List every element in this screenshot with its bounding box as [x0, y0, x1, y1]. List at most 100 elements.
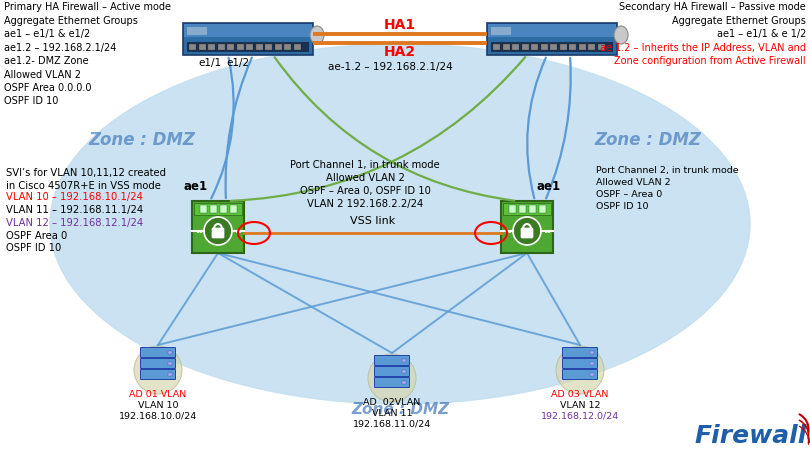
Text: ae1 – e1/1 & e1/2: ae1 – e1/1 & e1/2 [4, 29, 90, 39]
Text: ∞: ∞ [234, 227, 241, 236]
Bar [265, 45, 272, 51]
FancyBboxPatch shape [501, 202, 553, 253]
Bar [293, 45, 301, 51]
Bar [218, 45, 224, 51]
Text: OSPF Area 0: OSPF Area 0 [6, 230, 67, 241]
Text: HA1: HA1 [384, 18, 416, 32]
Bar [184, 25, 312, 38]
Bar [590, 362, 594, 365]
Text: ae1: ae1 [537, 179, 561, 193]
Bar [569, 45, 576, 51]
Text: AD 01 VLAN: AD 01 VLAN [130, 389, 186, 398]
Text: ∞: ∞ [195, 227, 202, 236]
Text: VLAN 11 – 192.168.11.1/24: VLAN 11 – 192.168.11.1/24 [6, 205, 143, 214]
Bar [168, 362, 172, 365]
Bar [284, 45, 291, 51]
Text: e1/2: e1/2 [227, 58, 249, 68]
FancyBboxPatch shape [140, 359, 176, 369]
Text: ae1 – e1/1 & e 1/2: ae1 – e1/1 & e 1/2 [717, 29, 806, 39]
Bar [519, 206, 526, 213]
Text: Secondary HA Firewall – Passive mode: Secondary HA Firewall – Passive mode [620, 2, 806, 12]
Text: OSPF ID 10: OSPF ID 10 [6, 242, 62, 252]
Bar [488, 25, 616, 38]
Text: VLAN 10: VLAN 10 [138, 400, 178, 409]
Text: OSPF – Area 0: OSPF – Area 0 [596, 190, 663, 199]
FancyBboxPatch shape [521, 229, 533, 239]
Text: ∞: ∞ [504, 227, 511, 236]
Bar [237, 45, 244, 51]
FancyBboxPatch shape [140, 369, 176, 380]
Text: Primary HA Firewall – Active mode: Primary HA Firewall – Active mode [4, 2, 171, 12]
Bar [275, 45, 282, 51]
FancyBboxPatch shape [374, 356, 410, 366]
Circle shape [513, 218, 541, 246]
Bar [402, 370, 406, 373]
Bar [168, 351, 172, 354]
Text: Aggregate Ethernet Groups: Aggregate Ethernet Groups [4, 16, 138, 25]
Text: OSPF – Area 0, OSPF ID 10: OSPF – Area 0, OSPF ID 10 [300, 185, 430, 196]
Bar [208, 45, 215, 51]
Bar [529, 206, 536, 213]
Bar [402, 381, 406, 384]
Bar [509, 206, 516, 213]
Text: OSPF Area 0.0.0.0: OSPF Area 0.0.0.0 [4, 83, 92, 93]
Text: Zone : DMZ: Zone : DMZ [88, 131, 195, 149]
Bar [512, 45, 519, 51]
Bar [502, 45, 509, 51]
Text: VSS link: VSS link [350, 216, 395, 225]
Bar [539, 206, 546, 213]
Text: VLAN 12: VLAN 12 [560, 400, 600, 409]
Bar [227, 45, 234, 51]
Bar [531, 45, 538, 51]
Bar [503, 203, 551, 216]
Bar [402, 359, 406, 362]
Text: AD  02VLAN: AD 02VLAN [364, 397, 420, 406]
Bar [588, 45, 595, 51]
Bar [200, 206, 207, 213]
FancyBboxPatch shape [562, 369, 598, 380]
Text: OSPF ID 10: OSPF ID 10 [596, 202, 649, 211]
Circle shape [204, 218, 232, 246]
Text: Aggregate Ethernet Groups: Aggregate Ethernet Groups [672, 16, 806, 25]
Bar [578, 45, 586, 51]
Bar [194, 203, 242, 216]
Text: 192.168.10.0/24: 192.168.10.0/24 [119, 411, 197, 420]
Text: SVI’s for VLAN 10,11,12 created
in Cisco 4507R+E in VSS mode: SVI’s for VLAN 10,11,12 created in Cisco… [6, 168, 166, 191]
Text: Zone configuration from Active Firewall: Zone configuration from Active Firewall [614, 56, 806, 66]
Text: Allowed VLAN 2: Allowed VLAN 2 [4, 69, 81, 79]
Text: 192.168.12.0/24: 192.168.12.0/24 [541, 411, 619, 420]
Text: AD 03 VLAN: AD 03 VLAN [552, 389, 608, 398]
Circle shape [368, 354, 416, 402]
FancyBboxPatch shape [562, 348, 598, 358]
Circle shape [556, 346, 604, 394]
FancyBboxPatch shape [374, 378, 410, 388]
Bar [590, 373, 594, 376]
Text: HA2: HA2 [384, 45, 416, 59]
Bar [187, 43, 309, 53]
FancyBboxPatch shape [192, 202, 244, 253]
Text: Port Channel 2, in trunk mode: Port Channel 2, in trunk mode [596, 166, 739, 174]
Text: ae-1.2 – 192.168.2.1/24: ae-1.2 – 192.168.2.1/24 [327, 62, 452, 72]
Bar [590, 351, 594, 354]
Bar [491, 28, 511, 36]
Ellipse shape [50, 45, 750, 404]
Text: ae 1.2 – Inherits the IP Address, VLAN and: ae 1.2 – Inherits the IP Address, VLAN a… [600, 42, 806, 52]
Text: ae1: ae1 [184, 179, 208, 193]
Text: ae1.2 – 192.168.2.1/24: ae1.2 – 192.168.2.1/24 [4, 42, 117, 52]
FancyBboxPatch shape [562, 359, 598, 369]
Bar [493, 45, 500, 51]
Text: 192.168.11.0/24: 192.168.11.0/24 [353, 419, 431, 428]
Text: VLAN 10 – 192.168.10.1/24: VLAN 10 – 192.168.10.1/24 [6, 191, 143, 202]
Text: Zone : DMZ: Zone : DMZ [595, 131, 701, 149]
Bar [598, 45, 604, 51]
Bar [230, 206, 237, 213]
Text: Firewall.cx: Firewall.cx [694, 423, 810, 447]
Bar [168, 373, 172, 376]
Text: Allowed VLAN 2: Allowed VLAN 2 [596, 178, 671, 187]
Text: Allowed VLAN 2: Allowed VLAN 2 [326, 173, 404, 183]
Bar [189, 45, 196, 51]
Ellipse shape [614, 27, 628, 45]
Bar [187, 28, 207, 36]
Ellipse shape [310, 27, 324, 45]
Text: OSPF ID 10: OSPF ID 10 [4, 96, 58, 106]
